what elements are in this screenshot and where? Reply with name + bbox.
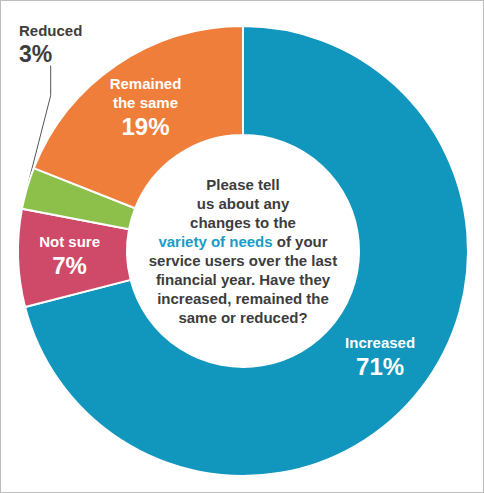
svg-text:remained: remained xyxy=(236,290,303,307)
svg-text:the: the xyxy=(285,252,308,269)
svg-text:service: service xyxy=(149,252,201,269)
svg-text:7%: 7% xyxy=(52,252,87,279)
svg-text:of: of xyxy=(277,233,292,250)
svg-text:any: any xyxy=(263,195,290,212)
svg-text:needs: needs xyxy=(229,233,272,250)
svg-text:Increased: Increased xyxy=(345,334,415,351)
svg-text:same: same xyxy=(178,309,216,326)
svg-text:the: the xyxy=(273,214,296,231)
svg-text:Remained: Remained xyxy=(110,75,182,92)
svg-text:financial: financial xyxy=(156,271,217,288)
svg-text:changes: changes xyxy=(190,214,251,231)
svg-text:reduced?: reduced? xyxy=(240,309,308,326)
svg-text:year.: year. xyxy=(221,271,255,288)
svg-text:the same: the same xyxy=(113,94,178,111)
svg-text:they: they xyxy=(299,271,331,288)
svg-text:Not sure: Not sure xyxy=(39,233,100,250)
svg-text:us: us xyxy=(197,195,215,212)
svg-text:last: last xyxy=(311,252,337,269)
svg-text:3%: 3% xyxy=(19,41,52,67)
svg-text:increased,: increased, xyxy=(157,290,231,307)
svg-text:to: to xyxy=(255,214,269,231)
svg-text:or: or xyxy=(221,309,236,326)
svg-text:variety: variety xyxy=(158,233,207,250)
svg-text:Please: Please xyxy=(206,176,254,193)
svg-text:Reduced: Reduced xyxy=(19,22,82,39)
svg-text:over: over xyxy=(249,252,281,269)
svg-text:Have: Have xyxy=(259,271,295,288)
svg-text:of: of xyxy=(211,233,226,250)
svg-text:about: about xyxy=(218,195,259,212)
svg-text:71%: 71% xyxy=(356,353,404,380)
svg-text:the: the xyxy=(306,290,329,307)
svg-text:19%: 19% xyxy=(121,113,169,140)
svg-text:tell: tell xyxy=(258,176,280,193)
svg-text:users: users xyxy=(205,252,245,269)
svg-text:your: your xyxy=(295,233,328,250)
